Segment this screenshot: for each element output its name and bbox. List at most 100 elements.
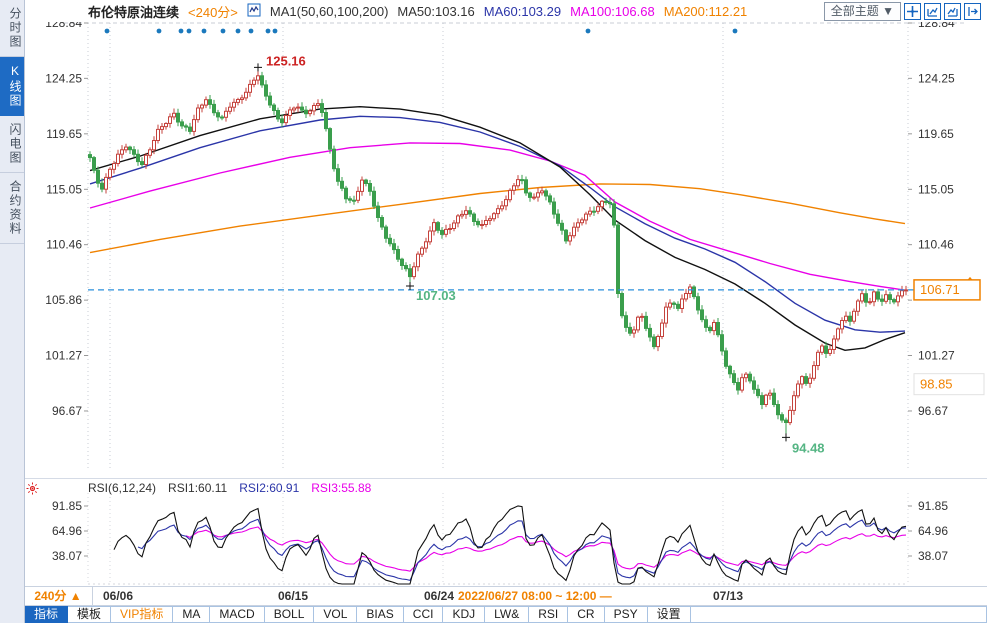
tab-bar-filler <box>690 606 987 623</box>
tab-MA[interactable]: MA <box>173 606 211 623</box>
tab-KDJ[interactable]: KDJ <box>443 606 486 623</box>
svg-text:64.96: 64.96 <box>918 524 948 538</box>
left-sidebar: 分时图 K线图 闪电图 合约资料 <box>0 0 25 623</box>
svg-text:38.07: 38.07 <box>918 549 948 563</box>
svg-text:91.85: 91.85 <box>52 499 82 513</box>
chart-header: 布伦特原油连续 <240分> MA1(50,60,100,200) MA50:1… <box>24 0 987 22</box>
tab-PSY[interactable]: PSY <box>604 606 648 623</box>
svg-text:110.46: 110.46 <box>46 238 82 252</box>
candlestick-series <box>88 67 908 438</box>
symbol-title: 布伦特原油连续 <box>88 4 180 20</box>
tab-RSI[interactable]: RSI <box>529 606 569 623</box>
tab-CCI[interactable]: CCI <box>403 606 444 623</box>
price-axis-labels: 128.84 128.84 124.25 124.25 119.65 119.65 115.… <box>45 22 955 418</box>
svg-text:110.46: 110.46 <box>918 238 954 252</box>
event-dot-icon <box>156 28 162 34</box>
rsi-lines <box>113 505 907 585</box>
ma-lines <box>89 105 906 352</box>
event-dot-icon <box>248 28 254 34</box>
kline-indicator-icon <box>247 3 261 20</box>
x-tick-06/24: 06/24 <box>424 589 455 603</box>
selected-bar-range: 2022/06/27 08:00 ~ 12:00 — <box>458 589 612 603</box>
event-dot-icon <box>178 28 184 34</box>
ma100-value: MA100:106.68 <box>570 3 655 19</box>
svg-text:125.16: 125.16 <box>266 53 306 68</box>
zoom-out-icon[interactable] <box>924 2 941 20</box>
svg-text:119.65: 119.65 <box>46 127 82 141</box>
svg-text:101.27: 101.27 <box>45 348 82 362</box>
theme-select-button[interactable]: 全部主题 ▼ <box>823 1 901 21</box>
svg-text:96.67: 96.67 <box>918 404 948 418</box>
event-dot-icon <box>201 28 207 34</box>
rsi-line-12 <box>137 518 907 582</box>
last-price-badge <box>913 279 981 301</box>
svg-text:94.48: 94.48 <box>792 440 825 455</box>
tab-VOL[interactable]: VOL <box>314 606 358 623</box>
svg-text:124.25: 124.25 <box>45 71 82 85</box>
sun-icon[interactable] <box>26 482 39 500</box>
svg-text:105.86: 105.86 <box>45 293 82 307</box>
ma50-value: MA50:103.16 <box>397 3 475 19</box>
svg-text:115.05: 115.05 <box>918 182 954 196</box>
event-dot-icon <box>220 28 226 34</box>
ma-line-MA60 <box>89 115 906 333</box>
period-tag: <240分> <box>188 4 238 20</box>
event-dot-icon <box>585 28 591 34</box>
tab-BOLL[interactable]: BOLL <box>264 606 315 623</box>
x-axis-row: 240分 ▲ 2022/06/27 08:00 ~ 12:00 — 06/06 0… <box>24 586 987 606</box>
event-dot-icon <box>235 28 241 34</box>
svg-text:128.84: 128.84 <box>918 22 955 30</box>
ma-line-MA200 <box>89 183 906 254</box>
tab-模板[interactable]: 模板 <box>68 606 112 623</box>
rsi3-value: RSI3:55.88 <box>311 481 372 495</box>
svg-text:64.96: 64.96 <box>52 524 82 538</box>
ma200-value: MA200:112.21 <box>663 3 748 19</box>
svg-text:106.71: 106.71 <box>920 282 960 297</box>
svg-text:107.03: 107.03 <box>416 288 456 303</box>
event-dot-icon <box>104 28 110 34</box>
tab-CR[interactable]: CR <box>568 606 605 623</box>
x-tick-06/15: 06/15 <box>278 589 309 603</box>
sidebar-item-1[interactable]: K线图 <box>0 57 24 116</box>
crosshair-icon[interactable] <box>904 2 921 20</box>
svg-text:101.27: 101.27 <box>918 348 955 362</box>
svg-text:91.85: 91.85 <box>918 499 948 513</box>
grid <box>64 22 964 470</box>
ma-line-MA50 <box>89 105 906 352</box>
svg-text:128.84: 128.84 <box>45 22 82 30</box>
period-selector[interactable]: 240分 ▲ <box>24 587 93 605</box>
event-dot-icon <box>272 28 278 34</box>
rsi-settings-label: RSI(6,12,24) <box>88 481 157 495</box>
last-price-line: 106.71 98.85 <box>88 276 985 396</box>
svg-text:119.65: 119.65 <box>918 127 954 141</box>
tab-设置[interactable]: 设置 <box>647 606 691 623</box>
price-annotations: 125.16 107.03 94.48 <box>254 53 825 455</box>
main-kline-chart[interactable]: 128.84 128.84 124.25 124.25 119.65 119.65 115.… <box>24 22 987 478</box>
tab-指标[interactable]: 指标 <box>24 606 69 623</box>
sidebar-item-3[interactable]: 合约资料 <box>0 173 24 244</box>
rsi2-value: RSI2:60.91 <box>239 481 300 495</box>
svg-text:38.07: 38.07 <box>52 549 82 563</box>
pan-right-icon[interactable] <box>964 2 981 20</box>
svg-text:124.25: 124.25 <box>918 71 955 85</box>
tab-BIAS[interactable]: BIAS <box>357 606 404 623</box>
rsi-line-6 <box>113 505 907 585</box>
ma60-value: MA60:103.29 <box>483 3 562 19</box>
rsi-line-24 <box>185 526 907 572</box>
event-dot-icon <box>265 28 271 34</box>
tab-LW&[interactable]: LW& <box>485 606 530 623</box>
event-dot-icon <box>732 28 738 34</box>
ma-settings-label: MA1(50,60,100,200) <box>269 3 389 19</box>
tab-MACD[interactable]: MACD <box>210 606 265 623</box>
tab-VIP指标[interactable]: VIP指标 <box>111 606 174 623</box>
rsi-panel-chart[interactable]: 91.85 91.85 64.96 64.96 38.07 38.07 <box>24 478 987 587</box>
x-tick-07/13: 07/13 <box>713 589 744 603</box>
zoom-in-icon[interactable] <box>944 2 961 20</box>
sidebar-item-2[interactable]: 闪电图 <box>0 116 24 173</box>
event-dot-icon <box>186 28 192 34</box>
sidebar-item-0[interactable]: 分时图 <box>0 0 24 57</box>
event-dots[interactable] <box>104 28 738 34</box>
settlement-badge <box>913 373 985 396</box>
rsi1-value: RSI1:60.11 <box>168 481 228 495</box>
chart-toolbar: 全部主题 ▼ <box>823 1 987 21</box>
